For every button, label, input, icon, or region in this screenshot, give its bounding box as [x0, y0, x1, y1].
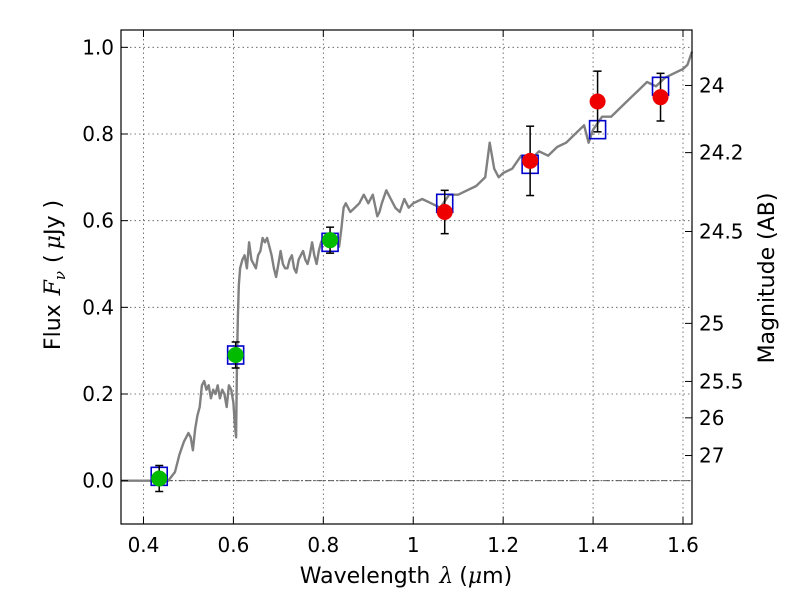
- x-axis-label: Wavelength λ (μm): [300, 564, 512, 589]
- y2-axis-label: Magnitude (AB): [755, 193, 780, 364]
- y2-tick-label: 25.5: [699, 369, 744, 393]
- error-bars: [155, 70, 665, 493]
- y2-tick-label: 24: [699, 73, 724, 97]
- model-spectrum-line: [121, 51, 694, 482]
- red-data-point: [436, 204, 453, 220]
- y2-tick-label: 27: [699, 444, 724, 468]
- y-axis-ticks: 0.0 0.2 0.4 0.6 0.8 1.0: [82, 35, 128, 493]
- photometry-points: [151, 89, 669, 487]
- x-tick-label: 0.8: [307, 533, 339, 557]
- y2-tick-label: 26: [699, 406, 724, 430]
- y-tick-label: 1.0: [82, 35, 114, 59]
- y-tick-label: 0.6: [82, 209, 114, 233]
- x-tick-label: 0.6: [217, 533, 249, 557]
- y-tick-label: 0.0: [82, 469, 114, 493]
- plot-area: [121, 51, 694, 493]
- y2-tick-label: 25: [699, 311, 724, 335]
- x-tick-label: 1.6: [667, 533, 699, 557]
- y2-tick-label: 24.2: [699, 141, 744, 165]
- red-data-point: [652, 89, 669, 106]
- y-tick-label: 0.2: [82, 382, 114, 406]
- y-tick-label: 0.4: [82, 295, 114, 319]
- green-data-point: [151, 470, 168, 487]
- plot-frame: [120, 29, 693, 525]
- red-data-point: [589, 93, 606, 110]
- x-tick-label: 1.2: [487, 533, 519, 557]
- x-tick-label: 0.4: [128, 533, 160, 557]
- x-tick-label: 1.4: [577, 533, 609, 557]
- x-tick-label: 1: [407, 533, 420, 557]
- y2-axis-ticks: 24 24.2 24.5 25 25.5 26 27: [685, 73, 744, 468]
- green-data-point: [322, 232, 339, 249]
- y-axis-label: FluxFν(μJy ): [41, 200, 69, 350]
- green-data-point: [227, 347, 244, 363]
- y2-tick-label: 24.5: [699, 220, 744, 244]
- x-axis-ticks: 0.4 0.6 0.8 1 1.2 1.4 1.6: [128, 30, 699, 557]
- red-data-point: [522, 152, 539, 169]
- y-tick-label: 0.8: [82, 122, 114, 146]
